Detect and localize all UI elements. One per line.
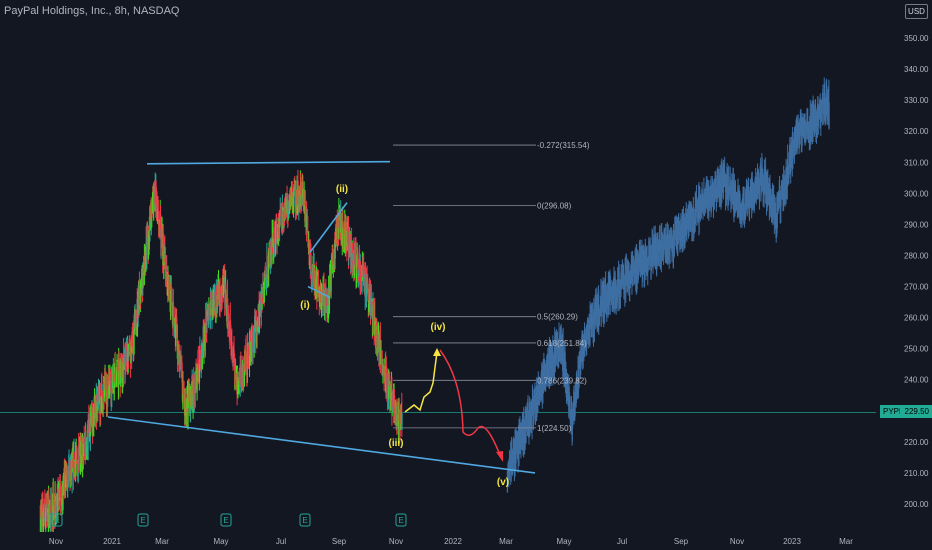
fib-retracement: -0.272(315.54) 0(296.08) 0.5(260.29) 0.618(…	[393, 141, 590, 433]
earnings-icon-label: E	[54, 516, 59, 525]
fib-level-label: 1(224.50)	[537, 424, 572, 433]
wave-label: (v)	[497, 477, 509, 488]
y-tick-label: 220.00	[904, 438, 929, 447]
x-tick-label: Sep	[674, 537, 689, 546]
earnings-icon-label: E	[398, 516, 403, 525]
y-tick-label: 340.00	[904, 65, 929, 74]
symbol-badge: PYPL	[880, 405, 903, 418]
projected-candles	[506, 77, 830, 493]
wave-v-path	[439, 349, 501, 456]
fib-level-label: 0.5(260.29)	[537, 313, 578, 322]
x-tick-label: May	[213, 537, 228, 546]
wave-label: (iii)	[389, 438, 404, 449]
y-tick-label: 300.00	[904, 189, 929, 198]
wave-channel-upper	[309, 202, 348, 253]
last-price-badge: 229.50	[900, 405, 932, 418]
y-tick-label: 270.00	[904, 283, 929, 292]
earnings-icon	[137, 513, 149, 527]
x-tick-label: 2023	[783, 537, 801, 546]
currency-badge[interactable]: USD	[905, 4, 928, 19]
earnings-icon-label: E	[302, 516, 307, 525]
x-tick-label: Nov	[730, 537, 744, 546]
earnings-icon-label: E	[223, 516, 228, 525]
x-tick-label: Nov	[389, 537, 403, 546]
y-axis-bg	[876, 0, 932, 550]
earnings-icon	[220, 513, 232, 527]
earnings-icon	[299, 513, 311, 527]
y-tick-label: 260.00	[904, 314, 929, 323]
y-tick-label: 250.00	[904, 345, 929, 354]
x-tick-label: Mar	[839, 537, 853, 546]
fib-level-label: 0(296.08)	[537, 202, 572, 211]
wave-iv-arrowhead	[433, 348, 441, 356]
y-tick-label: 320.00	[904, 127, 929, 136]
y-tick-label: 310.00	[904, 158, 929, 167]
y-tick-label: 240.00	[904, 376, 929, 385]
wave-channel-lower	[307, 285, 331, 299]
x-axis: Nov 2021 Mar May Jul Sep Nov 2022 Mar May Jul Sep No…	[0, 532, 932, 550]
y-tick-label: 280.00	[904, 251, 929, 260]
wave-label: (i)	[300, 300, 309, 311]
x-tick-label: Sep	[332, 537, 347, 546]
y-tick-label: 330.00	[904, 96, 929, 105]
x-tick-label: Nov	[49, 537, 63, 546]
x-tick-label: 2021	[103, 537, 121, 546]
historical-candles	[39, 169, 403, 542]
lower-trendline	[107, 416, 536, 474]
y-tick-label: 200.00	[904, 500, 929, 509]
y-tick-label: 350.00	[904, 34, 929, 43]
wave-v-arrowhead	[496, 451, 503, 462]
x-tick-label: Mar	[499, 537, 513, 546]
x-axis-bg	[0, 532, 932, 550]
wave-label: (iv)	[431, 322, 446, 333]
earnings-icon	[51, 513, 63, 527]
fib-level-label: 0.786(239.82)	[537, 376, 587, 385]
fib-level-label: 0.618(251.84)	[537, 339, 587, 348]
y-axis: 350.00 340.00 330.00 320.00 310.00 300.00 290.…	[876, 0, 932, 550]
x-tick-label: Mar	[155, 537, 169, 546]
x-tick-label: Jul	[276, 537, 286, 546]
earnings-icon	[395, 513, 407, 527]
x-tick-label: May	[556, 537, 571, 546]
chart-title: PayPal Holdings, Inc., 8h, NASDAQ	[4, 5, 180, 17]
upper-trendline	[146, 160, 391, 165]
fib-level-label: -0.272(315.54)	[537, 141, 590, 150]
wave-label: (ii)	[336, 184, 348, 195]
earnings-icon-label: E	[140, 516, 145, 525]
y-tick-label: 290.00	[904, 220, 929, 229]
wave-labels: (i) (ii) (iii) (iv) (v)	[300, 184, 509, 488]
wave-iv-path	[404, 351, 438, 413]
x-tick-label: 2022	[444, 537, 462, 546]
x-tick-label: Jul	[617, 537, 627, 546]
y-tick-label: 210.00	[904, 469, 929, 478]
